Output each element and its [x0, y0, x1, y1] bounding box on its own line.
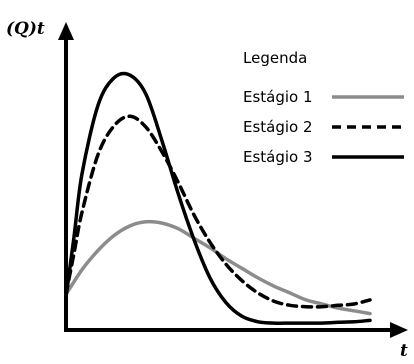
y-axis-arrow	[58, 22, 74, 40]
series-layer	[64, 71, 372, 325]
series-line-estagio-1	[64, 219, 372, 316]
legend-item-estagio-1: Estágio 1	[243, 88, 404, 106]
legend-item-estagio-2: Estágio 2	[243, 118, 404, 136]
axes: (Q)t t	[6, 19, 408, 361]
x-axis-arrow	[390, 322, 408, 338]
series-line-estagio-3	[64, 71, 372, 325]
legend-title: Legenda	[243, 49, 307, 67]
legend-items: Estágio 1 Estágio 2 Estágio 3	[243, 88, 404, 166]
legend-label: Estágio 1	[243, 88, 313, 106]
legend: Legenda Estágio 1 Estágio 2 Estágio 3	[243, 49, 404, 166]
y-axis-label: (Q)t	[6, 19, 45, 39]
x-axis-label: t	[400, 341, 408, 361]
legend-label: Estágio 3	[243, 148, 313, 166]
series-line-estagio-2	[64, 114, 372, 309]
legend-label: Estágio 2	[243, 118, 313, 136]
legend-item-estagio-3: Estágio 3	[243, 148, 404, 166]
